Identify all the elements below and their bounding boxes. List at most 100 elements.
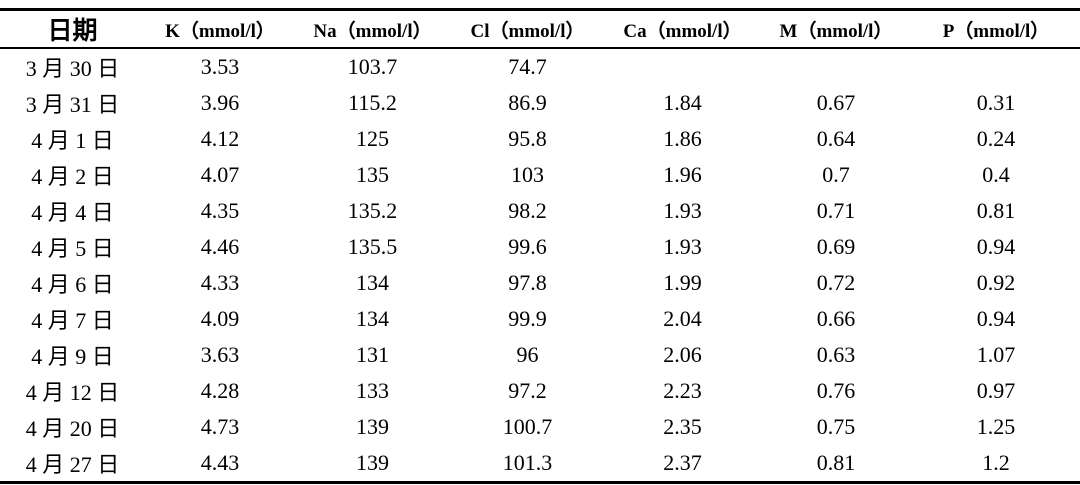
table-row: 4 月 2 日 4.07 135 103 1.96 0.7 0.4 [0, 157, 1080, 193]
cell-cl: 99.9 [508, 306, 547, 331]
cell-ca: 1.99 [663, 270, 702, 295]
column-header-date: 日期 [0, 9, 145, 49]
cell-p: 1.2 [982, 450, 1010, 475]
cell-k: 4.09 [200, 306, 240, 331]
table-row: 3 月 31 日 3.96 115.2 86.9 1.84 0.67 0.31 [0, 85, 1080, 121]
cell-date: 4 月 2 日 [31, 164, 114, 189]
cell-na: 131 [356, 342, 389, 367]
cell-p: 0.31 [976, 90, 1016, 115]
cell-ca: 2.23 [663, 378, 702, 403]
cell-m [760, 48, 912, 85]
table-row: 4 月 4 日 4.35 135.2 98.2 1.93 0.71 0.81 [0, 193, 1080, 229]
cell-ca: 1.86 [663, 126, 702, 151]
cell-m: 0.63 [816, 342, 856, 367]
cell-m: 0.66 [816, 306, 856, 331]
cell-cl: 98.2 [508, 198, 547, 223]
cell-p: 0.24 [976, 126, 1016, 151]
table-row: 4 月 5 日 4.46 135.5 99.6 1.93 0.69 0.94 [0, 229, 1080, 265]
cell-ca: 1.96 [663, 162, 702, 187]
cell-na: 135.5 [347, 234, 398, 259]
cell-m: 0.67 [816, 90, 856, 115]
cell-na: 134 [356, 306, 389, 331]
table-row: 4 月 9 日 3.63 131 96 2.06 0.63 1.07 [0, 337, 1080, 373]
cell-cl: 96 [516, 342, 539, 367]
table-row: 4 月 1 日 4.12 125 95.8 1.86 0.64 0.24 [0, 121, 1080, 157]
cell-m: 0.81 [816, 450, 856, 475]
cell-date: 4 月 7 日 [31, 308, 114, 333]
cell-date: 4 月 1 日 [31, 128, 114, 153]
cell-p: 0.92 [976, 270, 1016, 295]
cell-m: 0.64 [816, 126, 856, 151]
column-header-na: Na（mmol/l） [295, 9, 450, 49]
cell-date: 4 月 27 日 [25, 452, 120, 477]
cell-k: 3.96 [200, 90, 240, 115]
cell-date: 4 月 12 日 [25, 380, 120, 405]
cell-ca [605, 48, 760, 85]
cell-cl: 74.7 [508, 54, 547, 79]
column-header-m: M（mmol/l） [760, 9, 912, 49]
cell-m: 0.69 [816, 234, 856, 259]
cell-k: 4.33 [200, 270, 240, 295]
cell-na: 135.2 [347, 198, 398, 223]
cell-na: 115.2 [348, 90, 397, 115]
cell-cl: 97.2 [508, 378, 547, 403]
cell-na: 103.7 [347, 54, 398, 79]
cell-date: 4 月 6 日 [31, 272, 114, 297]
cell-k: 4.46 [200, 234, 240, 259]
table-row: 3 月 30 日 3.53 103.7 74.7 [0, 48, 1080, 85]
column-header-k: K（mmol/l） [145, 9, 295, 49]
cell-p: 0.4 [982, 162, 1010, 187]
cell-p: 1.07 [976, 342, 1016, 367]
cell-k: 4.12 [200, 126, 240, 151]
header-row: 日期 K（mmol/l） Na（mmol/l） Cl（mmol/l） Ca（mm… [0, 9, 1080, 49]
cell-date: 4 月 4 日 [31, 200, 114, 225]
cell-k: 4.28 [200, 378, 240, 403]
cell-k: 4.43 [200, 450, 240, 475]
cell-p: 0.94 [976, 234, 1016, 259]
cell-date: 4 月 5 日 [31, 236, 114, 261]
cell-m: 0.71 [816, 198, 856, 223]
cell-date: 4 月 9 日 [31, 344, 114, 369]
table-row: 4 月 6 日 4.33 134 97.8 1.99 0.72 0.92 [0, 265, 1080, 301]
cell-cl: 95.8 [508, 126, 547, 151]
column-header-p: P（mmol/l） [912, 9, 1080, 49]
table-row: 4 月 12 日 4.28 133 97.2 2.23 0.76 0.97 [0, 373, 1080, 409]
cell-cl: 100.7 [502, 414, 553, 439]
cell-m: 0.72 [816, 270, 856, 295]
cell-k: 4.07 [200, 162, 240, 187]
cell-cl: 97.8 [508, 270, 547, 295]
cell-p: 1.25 [976, 414, 1016, 439]
cell-na: 125 [356, 126, 389, 151]
cell-na: 139 [356, 450, 389, 475]
cell-ca: 2.35 [663, 414, 702, 439]
cell-p: 0.94 [976, 306, 1016, 331]
cell-m: 0.76 [816, 378, 856, 403]
cell-p: 0.97 [976, 378, 1016, 403]
cell-date: 4 月 20 日 [25, 416, 120, 441]
table-row: 4 月 7 日 4.09 134 99.9 2.04 0.66 0.94 [0, 301, 1080, 337]
cell-m: 0.7 [822, 162, 850, 187]
cell-k: 4.73 [200, 414, 240, 439]
cell-na: 133 [356, 378, 389, 403]
cell-date: 3 月 31 日 [25, 92, 120, 117]
cell-na: 135 [356, 162, 389, 187]
cell-ca: 1.93 [663, 234, 702, 259]
table-row: 4 月 27 日 4.43 139 101.3 2.37 0.81 1.2 [0, 445, 1080, 483]
cell-ca: 2.37 [663, 450, 702, 475]
cell-k: 4.35 [200, 198, 240, 223]
column-header-ca: Ca（mmol/l） [605, 9, 760, 49]
cell-ca: 2.04 [663, 306, 702, 331]
cell-cl: 101.3 [502, 450, 553, 475]
table-row: 4 月 20 日 4.73 139 100.7 2.35 0.75 1.25 [0, 409, 1080, 445]
cell-ca: 2.06 [663, 342, 702, 367]
cell-na: 134 [356, 270, 389, 295]
cell-ca: 1.84 [663, 90, 702, 115]
cell-date: 3 月 30 日 [25, 56, 120, 81]
cell-m: 0.75 [816, 414, 856, 439]
cell-cl: 99.6 [508, 234, 547, 259]
cell-cl: 86.9 [508, 90, 547, 115]
cell-cl: 103 [511, 162, 544, 187]
cell-p: 0.81 [976, 198, 1016, 223]
cell-k: 3.63 [200, 342, 240, 367]
